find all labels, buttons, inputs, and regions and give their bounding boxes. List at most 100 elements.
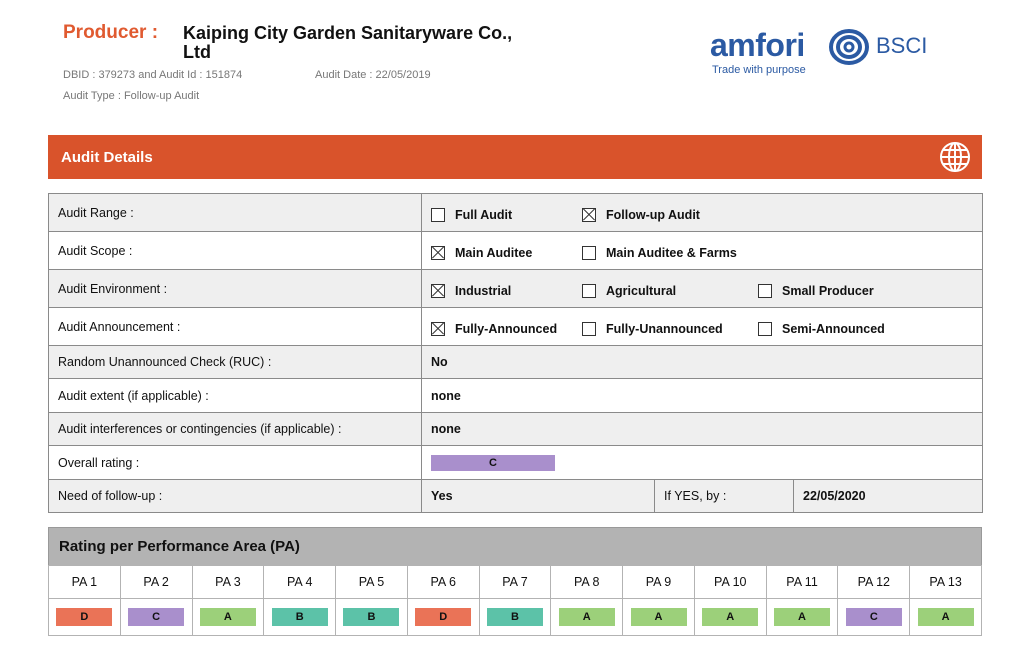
- audit-environment-row: Audit Environment : Industrial Agricultu…: [48, 269, 983, 308]
- pa-label-cell: PA 8: [550, 565, 624, 599]
- pa-grade-cell: D: [406, 598, 480, 636]
- grade-badge: A: [199, 608, 256, 626]
- audit-environment-options: Industrial Agricultural Small Producer: [421, 269, 983, 308]
- grade-badge: C: [845, 608, 902, 626]
- audit-scope-row: Audit Scope : Main Auditee Main Auditee …: [48, 231, 983, 270]
- amfori-bsci-logo: amfori BSCI Trade with purpose: [710, 27, 940, 79]
- follow-up-by-label: If YES, by :: [654, 479, 794, 513]
- pa-grade-cell: C: [837, 598, 911, 636]
- audit-announcement-options: Fully-Announced Fully-Unannounced Semi-A…: [421, 307, 983, 346]
- pa-grade-cell: A: [765, 598, 839, 636]
- grade-badge: D: [415, 608, 472, 626]
- option-label: Follow-up Audit: [606, 207, 700, 222]
- option-agricultural[interactable]: Agricultural: [582, 283, 758, 298]
- pa-label-cell: PA 9: [622, 565, 695, 599]
- producer-label: Producer :: [63, 22, 159, 43]
- pa-label-cell: PA 11: [765, 565, 839, 599]
- option-semi-announced[interactable]: Semi-Announced: [758, 321, 885, 336]
- audit-range-row: Audit Range : Full Audit Follow-up Audit: [48, 193, 983, 232]
- overall-rating-badge: C: [431, 454, 555, 471]
- section-title: Audit Details: [61, 149, 153, 166]
- option-label: Small Producer: [782, 283, 874, 298]
- audit-type-text: Audit Type : Follow-up Audit: [63, 90, 200, 102]
- audit-scope-options: Main Auditee Main Auditee & Farms: [421, 231, 983, 270]
- checkbox-icon[interactable]: [582, 245, 596, 260]
- grade-badge: A: [774, 608, 831, 626]
- row-label: Audit Announcement :: [48, 307, 422, 346]
- option-label: Fully-Unannounced: [606, 321, 723, 336]
- ruc-row: Random Unannounced Check (RUC) : No: [48, 345, 983, 379]
- option-fully-announced[interactable]: Fully-Announced: [431, 321, 582, 336]
- row-label: Audit Environment :: [48, 269, 422, 308]
- grade-badge: B: [486, 608, 543, 626]
- pa-grade-cell: B: [478, 598, 552, 636]
- pa-labels-row: PA 1 PA 2 PA 3 PA 4 PA 5 PA 6 PA 7 PA 8 PA 9 PA 1…: [48, 565, 982, 599]
- grade-badge: D: [56, 608, 113, 626]
- grade-badge: A: [630, 608, 687, 626]
- pa-label-cell: PA 12: [837, 565, 911, 599]
- overall-rating-cell: C: [421, 445, 983, 480]
- pa-grade-cell: D: [48, 598, 121, 636]
- globe-icon: [940, 142, 970, 172]
- pa-label-cell: PA 4: [263, 565, 337, 599]
- checkbox-icon[interactable]: [582, 321, 596, 336]
- option-fully-unannounced[interactable]: Fully-Unannounced: [582, 321, 758, 336]
- row-label: Audit extent (if applicable) :: [48, 378, 422, 413]
- interferences-value: none: [421, 412, 983, 446]
- logo-tagline: Trade with purpose: [712, 64, 806, 76]
- checkbox-checked-icon[interactable]: [582, 207, 596, 222]
- overall-rating-row: Overall rating : C: [48, 445, 983, 480]
- dbid-text: DBID : 379273 and Audit Id : 151874: [63, 69, 243, 81]
- amfori-mark-icon: [829, 29, 869, 65]
- checkbox-icon[interactable]: [758, 283, 772, 298]
- grade-badge: A: [917, 608, 974, 626]
- pa-section-title: Rating per Performance Area (PA): [59, 538, 300, 555]
- option-follow-up-audit[interactable]: Follow-up Audit: [582, 207, 700, 222]
- checkbox-icon[interactable]: [431, 207, 445, 222]
- interferences-row: Audit interferences or contingencies (if…: [48, 412, 983, 446]
- pa-grade-cell: A: [191, 598, 265, 636]
- producer-name: Kaiping City Garden Sanitaryware Co., Lt…: [183, 23, 513, 62]
- pa-grade-cell: C: [119, 598, 193, 636]
- checkbox-checked-icon[interactable]: [431, 321, 445, 336]
- option-main-auditee-farms[interactable]: Main Auditee & Farms: [582, 245, 737, 260]
- pa-grade-cell: A: [909, 598, 982, 636]
- grade-badge: B: [343, 608, 400, 626]
- audit-extent-value: none: [421, 378, 983, 413]
- grade-badge: B: [271, 608, 328, 626]
- option-label: Main Auditee: [455, 245, 533, 260]
- pa-label-cell: PA 13: [909, 565, 982, 599]
- row-label: Audit Scope :: [48, 231, 422, 270]
- pa-label-cell: PA 5: [335, 565, 408, 599]
- option-industrial[interactable]: Industrial: [431, 283, 582, 298]
- option-full-audit[interactable]: Full Audit: [431, 207, 582, 222]
- option-small-producer[interactable]: Small Producer: [758, 283, 874, 298]
- option-label: Semi-Announced: [782, 321, 885, 336]
- audit-extent-row: Audit extent (if applicable) : none: [48, 378, 983, 413]
- checkbox-icon[interactable]: [758, 321, 772, 336]
- follow-up-row: Need of follow-up : Yes If YES, by : 22/…: [48, 479, 983, 513]
- row-label: Random Unannounced Check (RUC) :: [48, 345, 422, 379]
- row-label: Audit interferences or contingencies (if…: [48, 412, 422, 446]
- pa-rating-table: PA 1 PA 2 PA 3 PA 4 PA 5 PA 6 PA 7 PA 8 PA 9 PA 1…: [48, 565, 982, 636]
- follow-up-value: Yes: [421, 479, 655, 513]
- checkbox-checked-icon[interactable]: [431, 283, 445, 298]
- audit-range-options: Full Audit Follow-up Audit: [421, 193, 983, 232]
- checkbox-icon[interactable]: [582, 283, 596, 298]
- option-main-auditee[interactable]: Main Auditee: [431, 245, 582, 260]
- row-label: Need of follow-up :: [48, 479, 422, 513]
- audit-announcement-row: Audit Announcement : Fully-Announced Ful…: [48, 307, 983, 346]
- pa-grade-cell: B: [335, 598, 408, 636]
- pa-label-cell: PA 6: [406, 565, 480, 599]
- audit-details-table: Audit Range : Full Audit Follow-up Audit…: [48, 193, 983, 513]
- follow-up-by-date: 22/05/2020: [793, 479, 983, 513]
- logo-suffix: BSCI: [876, 33, 928, 58]
- row-label: Audit Range :: [48, 193, 422, 232]
- option-label: Full Audit: [455, 207, 513, 222]
- option-label: Agricultural: [606, 283, 677, 298]
- option-label: Main Auditee & Farms: [606, 245, 737, 260]
- pa-grade-cell: B: [263, 598, 337, 636]
- grade-badge: A: [558, 608, 615, 626]
- checkbox-checked-icon[interactable]: [431, 245, 445, 260]
- pa-label-cell: PA 1: [48, 565, 121, 599]
